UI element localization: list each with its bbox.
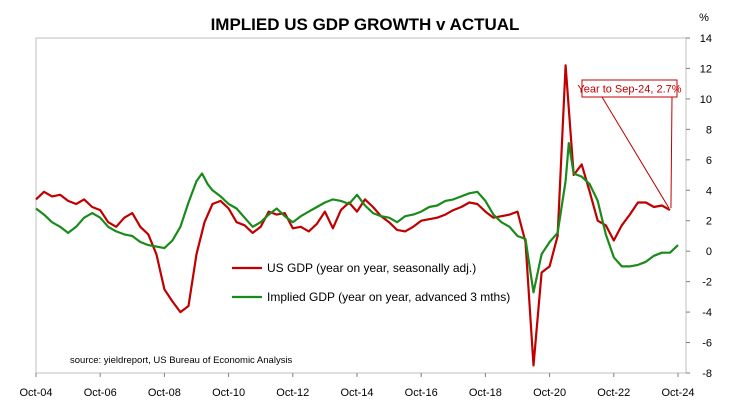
y-tick-label: -6: [702, 338, 712, 350]
x-tick-label: Oct-16: [405, 387, 438, 399]
y-tick-label: 6: [706, 155, 712, 167]
y-tick-label: 0: [706, 246, 712, 258]
callout-leader: [601, 96, 670, 209]
callout: Year to Sep-24, 2.7%: [577, 79, 682, 209]
y-axis-unit: %: [699, 12, 709, 24]
legend-label: Implied GDP (year on year, advanced 3 mt…: [267, 290, 510, 304]
chart-title: IMPLIED US GDP GROWTH v ACTUAL: [211, 15, 520, 34]
y-tick-label: 14: [700, 33, 712, 45]
callout-box: [581, 79, 678, 98]
y-axis: 14 12 10 8 6 4 2 0 -2 -4 -6 -8: [686, 33, 712, 380]
x-tick-label: Oct-04: [19, 387, 52, 399]
y-tick-label: -2: [702, 277, 712, 289]
x-tick-label: Oct-20: [533, 387, 566, 399]
x-tick-label: Oct-14: [340, 387, 373, 399]
y-tick-label: 10: [700, 94, 712, 106]
y-tick-label: -4: [702, 307, 712, 319]
x-tick-label: Oct-06: [84, 387, 117, 399]
legend-label: US GDP (year on year, seasonally adj.): [267, 261, 476, 275]
x-tick-label: Oct-18: [469, 387, 502, 399]
x-tick-label: Oct-24: [661, 387, 694, 399]
plot-area: [35, 37, 687, 374]
callout-label: Year to Sep-24, 2.7%: [577, 84, 681, 96]
legend: US GDP (year on year, seasonally adj.) Im…: [232, 261, 510, 304]
y-tick-label: 2: [706, 216, 712, 228]
x-axis: Oct-04 Oct-06 Oct-08 Oct-10 Oct-12 Oct-14 Oct-…: [19, 373, 694, 399]
y-tick-label: 4: [706, 185, 712, 197]
x-tick-label: Oct-10: [212, 387, 245, 399]
series-line-us-gdp: [35, 64, 671, 367]
y-tick-label: 12: [700, 63, 712, 75]
series-layer: [35, 64, 679, 367]
y-tick-label: -8: [702, 368, 712, 380]
callout-leader: [670, 96, 673, 209]
y-tick-label: 8: [706, 124, 712, 136]
x-tick-label: Oct-12: [276, 387, 309, 399]
x-tick-label: Oct-08: [148, 387, 181, 399]
source-note: source: yieldreport, US Bureau of Econom…: [70, 355, 293, 366]
series-line-implied-gdp: [35, 142, 679, 294]
x-tick-label: Oct-22: [597, 387, 630, 399]
